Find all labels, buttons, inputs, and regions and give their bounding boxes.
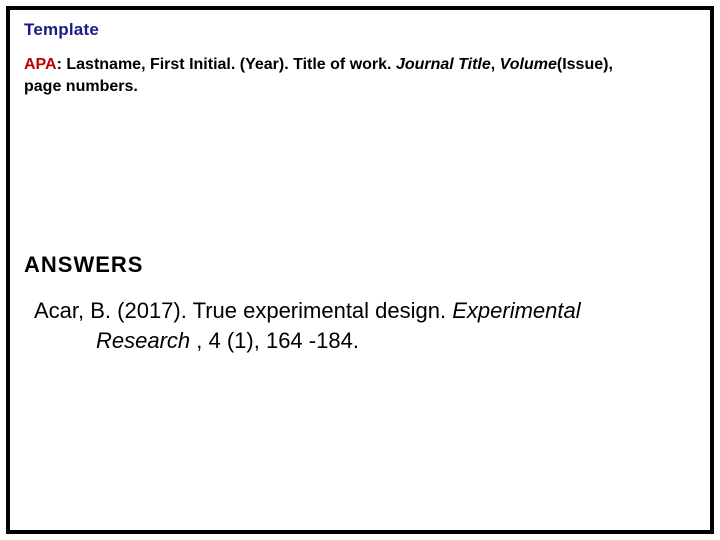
answer-line2: Research , 4 (1), 164 -184.: [34, 326, 696, 356]
apa-text-comma: ,: [491, 56, 500, 73]
apa-template-line: APA: Lastname, First Initial. (Year). Ti…: [24, 54, 696, 97]
apa-italic-volume: Volume: [500, 56, 557, 73]
answer-line1-text: Acar, B. (2017). True experimental desig…: [34, 298, 452, 323]
apa-text-1: : Lastname, First Initial. (Year). Title…: [57, 56, 396, 73]
slide-frame: Template APA: Lastname, First Initial. (…: [6, 6, 714, 534]
answer-line2-italic: Research: [96, 328, 196, 353]
answer-line2-text: , 4 (1), 164 -184.: [196, 328, 359, 353]
answer-line1-italic: Experimental: [452, 298, 580, 323]
answers-heading: ANSWERS: [24, 252, 696, 278]
apa-text-pages: page numbers.: [24, 78, 138, 95]
apa-text-issue: (Issue),: [557, 56, 613, 73]
apa-italic-journal: Journal Title: [396, 56, 491, 73]
template-heading: Template: [24, 20, 696, 40]
answer-entry: Acar, B. (2017). True experimental desig…: [24, 296, 696, 355]
apa-label: APA: [24, 56, 57, 73]
